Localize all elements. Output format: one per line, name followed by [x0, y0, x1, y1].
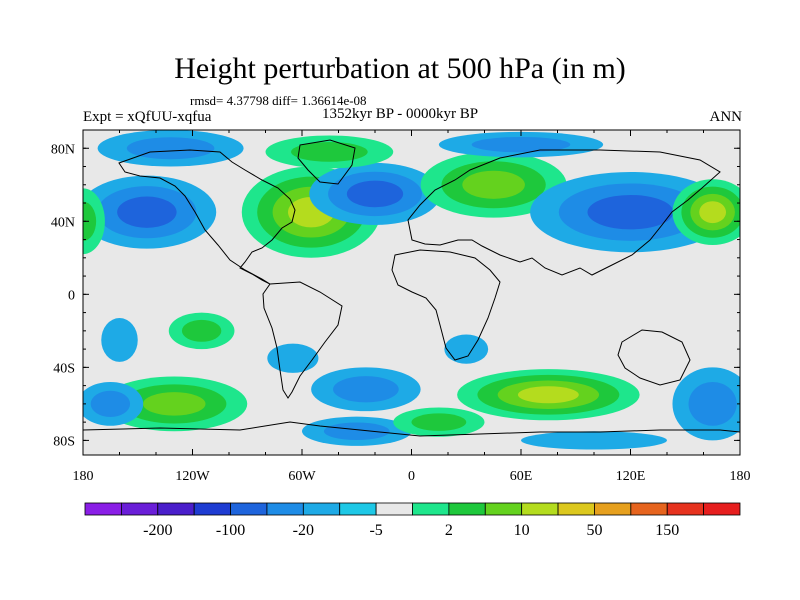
contour-region: [530, 171, 731, 253]
coast-eurasia: [407, 149, 721, 276]
colorbar-box: [84, 502, 122, 516]
contour-level: [699, 201, 727, 224]
lon-label: 60E: [510, 469, 533, 484]
contour-region: [265, 135, 394, 169]
colorbar-box: [557, 502, 595, 516]
colorbar-box: [484, 502, 523, 516]
lon-label: 180: [730, 469, 751, 484]
colorbar-box: [375, 502, 413, 516]
colorbar-label: -200: [143, 522, 172, 539]
colorbar-box: [339, 502, 377, 516]
colorbar-box: [157, 502, 195, 516]
colorbar-label: -5: [369, 522, 382, 539]
colorbar-box: [193, 502, 231, 516]
colorbar-box: [703, 502, 741, 516]
colorbar-label: -20: [293, 522, 314, 539]
colorbar-box: [521, 502, 559, 516]
coast-south-america: [262, 281, 343, 399]
colorbar-box: [266, 502, 304, 516]
latitude-axis: 80N 40N 0 40S 80S: [51, 142, 740, 449]
contour-region: [444, 334, 489, 364]
contour-region: [83, 381, 144, 426]
rmsd-stats-label: rmsd= 4.37798 diff= 1.36614e-08: [190, 93, 367, 108]
colorbar-box: [594, 502, 632, 516]
contour-level: [181, 319, 222, 342]
contour-level: [126, 137, 215, 160]
contour-region: [83, 188, 105, 255]
contour-region: [302, 416, 412, 446]
contour-level: [117, 196, 177, 228]
contour-region: [438, 131, 604, 158]
lat-label: 0: [68, 288, 75, 303]
contour-level: [521, 431, 667, 450]
colorbar-label: 10: [514, 522, 530, 539]
lat-label: 80S: [53, 434, 75, 449]
contour-level: [83, 201, 97, 242]
colorbar-box: [230, 502, 268, 516]
colorbar-label: 50: [586, 522, 602, 539]
longitude-axis: 180 120W 60W 0 60E 120E 180: [73, 130, 751, 484]
lat-label: 40N: [51, 215, 75, 230]
contour-region: [97, 130, 244, 167]
colorbar-label: 2: [445, 522, 453, 539]
coastline-layer: [83, 139, 740, 437]
coast-africa: [391, 249, 501, 361]
contour-level: [142, 392, 206, 416]
experiment-label: Expt = xQfUU-xqfua: [83, 109, 212, 125]
contour-region: [309, 162, 441, 225]
contour-region: [101, 376, 248, 432]
coast-greenland: [297, 139, 356, 185]
coast-australia: [617, 329, 691, 386]
contour-level: [444, 334, 489, 364]
contour-level: [587, 194, 674, 230]
colorbar-box: [120, 502, 159, 516]
contour-region: [101, 318, 138, 362]
colorbar-box: [666, 502, 705, 516]
contour-level: [101, 318, 138, 362]
lon-label: 180: [73, 469, 94, 484]
lat-label: 80N: [51, 142, 75, 157]
contour-region: [420, 151, 567, 218]
colorbar-label: -100: [216, 522, 245, 539]
contour-level: [291, 142, 368, 162]
plot-title: Height perturbation at 500 hPa (in m): [174, 52, 626, 85]
contour-level: [90, 390, 131, 418]
colorbar-box: [302, 502, 341, 516]
contour-region: [672, 179, 740, 246]
lat-label: 40S: [53, 361, 75, 376]
lon-label: 60W: [288, 469, 316, 484]
colorbar-label: 150: [655, 522, 679, 539]
contour-region: [168, 312, 235, 350]
contour-level: [462, 170, 525, 199]
lon-label: 0: [408, 469, 415, 484]
coast-antarctica: [83, 421, 740, 437]
season-label: ANN: [709, 109, 743, 125]
coast-north-america: [118, 149, 296, 285]
contour-level: [688, 381, 737, 426]
colorbar-box: [630, 502, 668, 516]
period-label: 1352kyr BP - 0000kyr BP: [322, 106, 479, 122]
contour-region: [521, 431, 667, 450]
colorbar-box: [412, 502, 450, 516]
contour-region: [672, 367, 740, 441]
contour-region: [457, 369, 640, 421]
contour-region: [393, 407, 485, 437]
contour-level: [346, 180, 404, 208]
contour-level: [517, 386, 579, 404]
contour-region: [311, 367, 421, 412]
contour-level: [411, 413, 467, 431]
lon-label: 120E: [616, 469, 646, 484]
contour-level: [333, 376, 399, 403]
lon-label: 120W: [175, 469, 210, 484]
contour-region: [267, 343, 319, 373]
contour-level: [267, 343, 319, 373]
contour-level: [323, 422, 390, 441]
contour-level: [471, 136, 571, 153]
colorbar-box: [448, 502, 486, 516]
colorbar: -200 -100 -20 -5 2 10 50 150: [84, 502, 741, 539]
